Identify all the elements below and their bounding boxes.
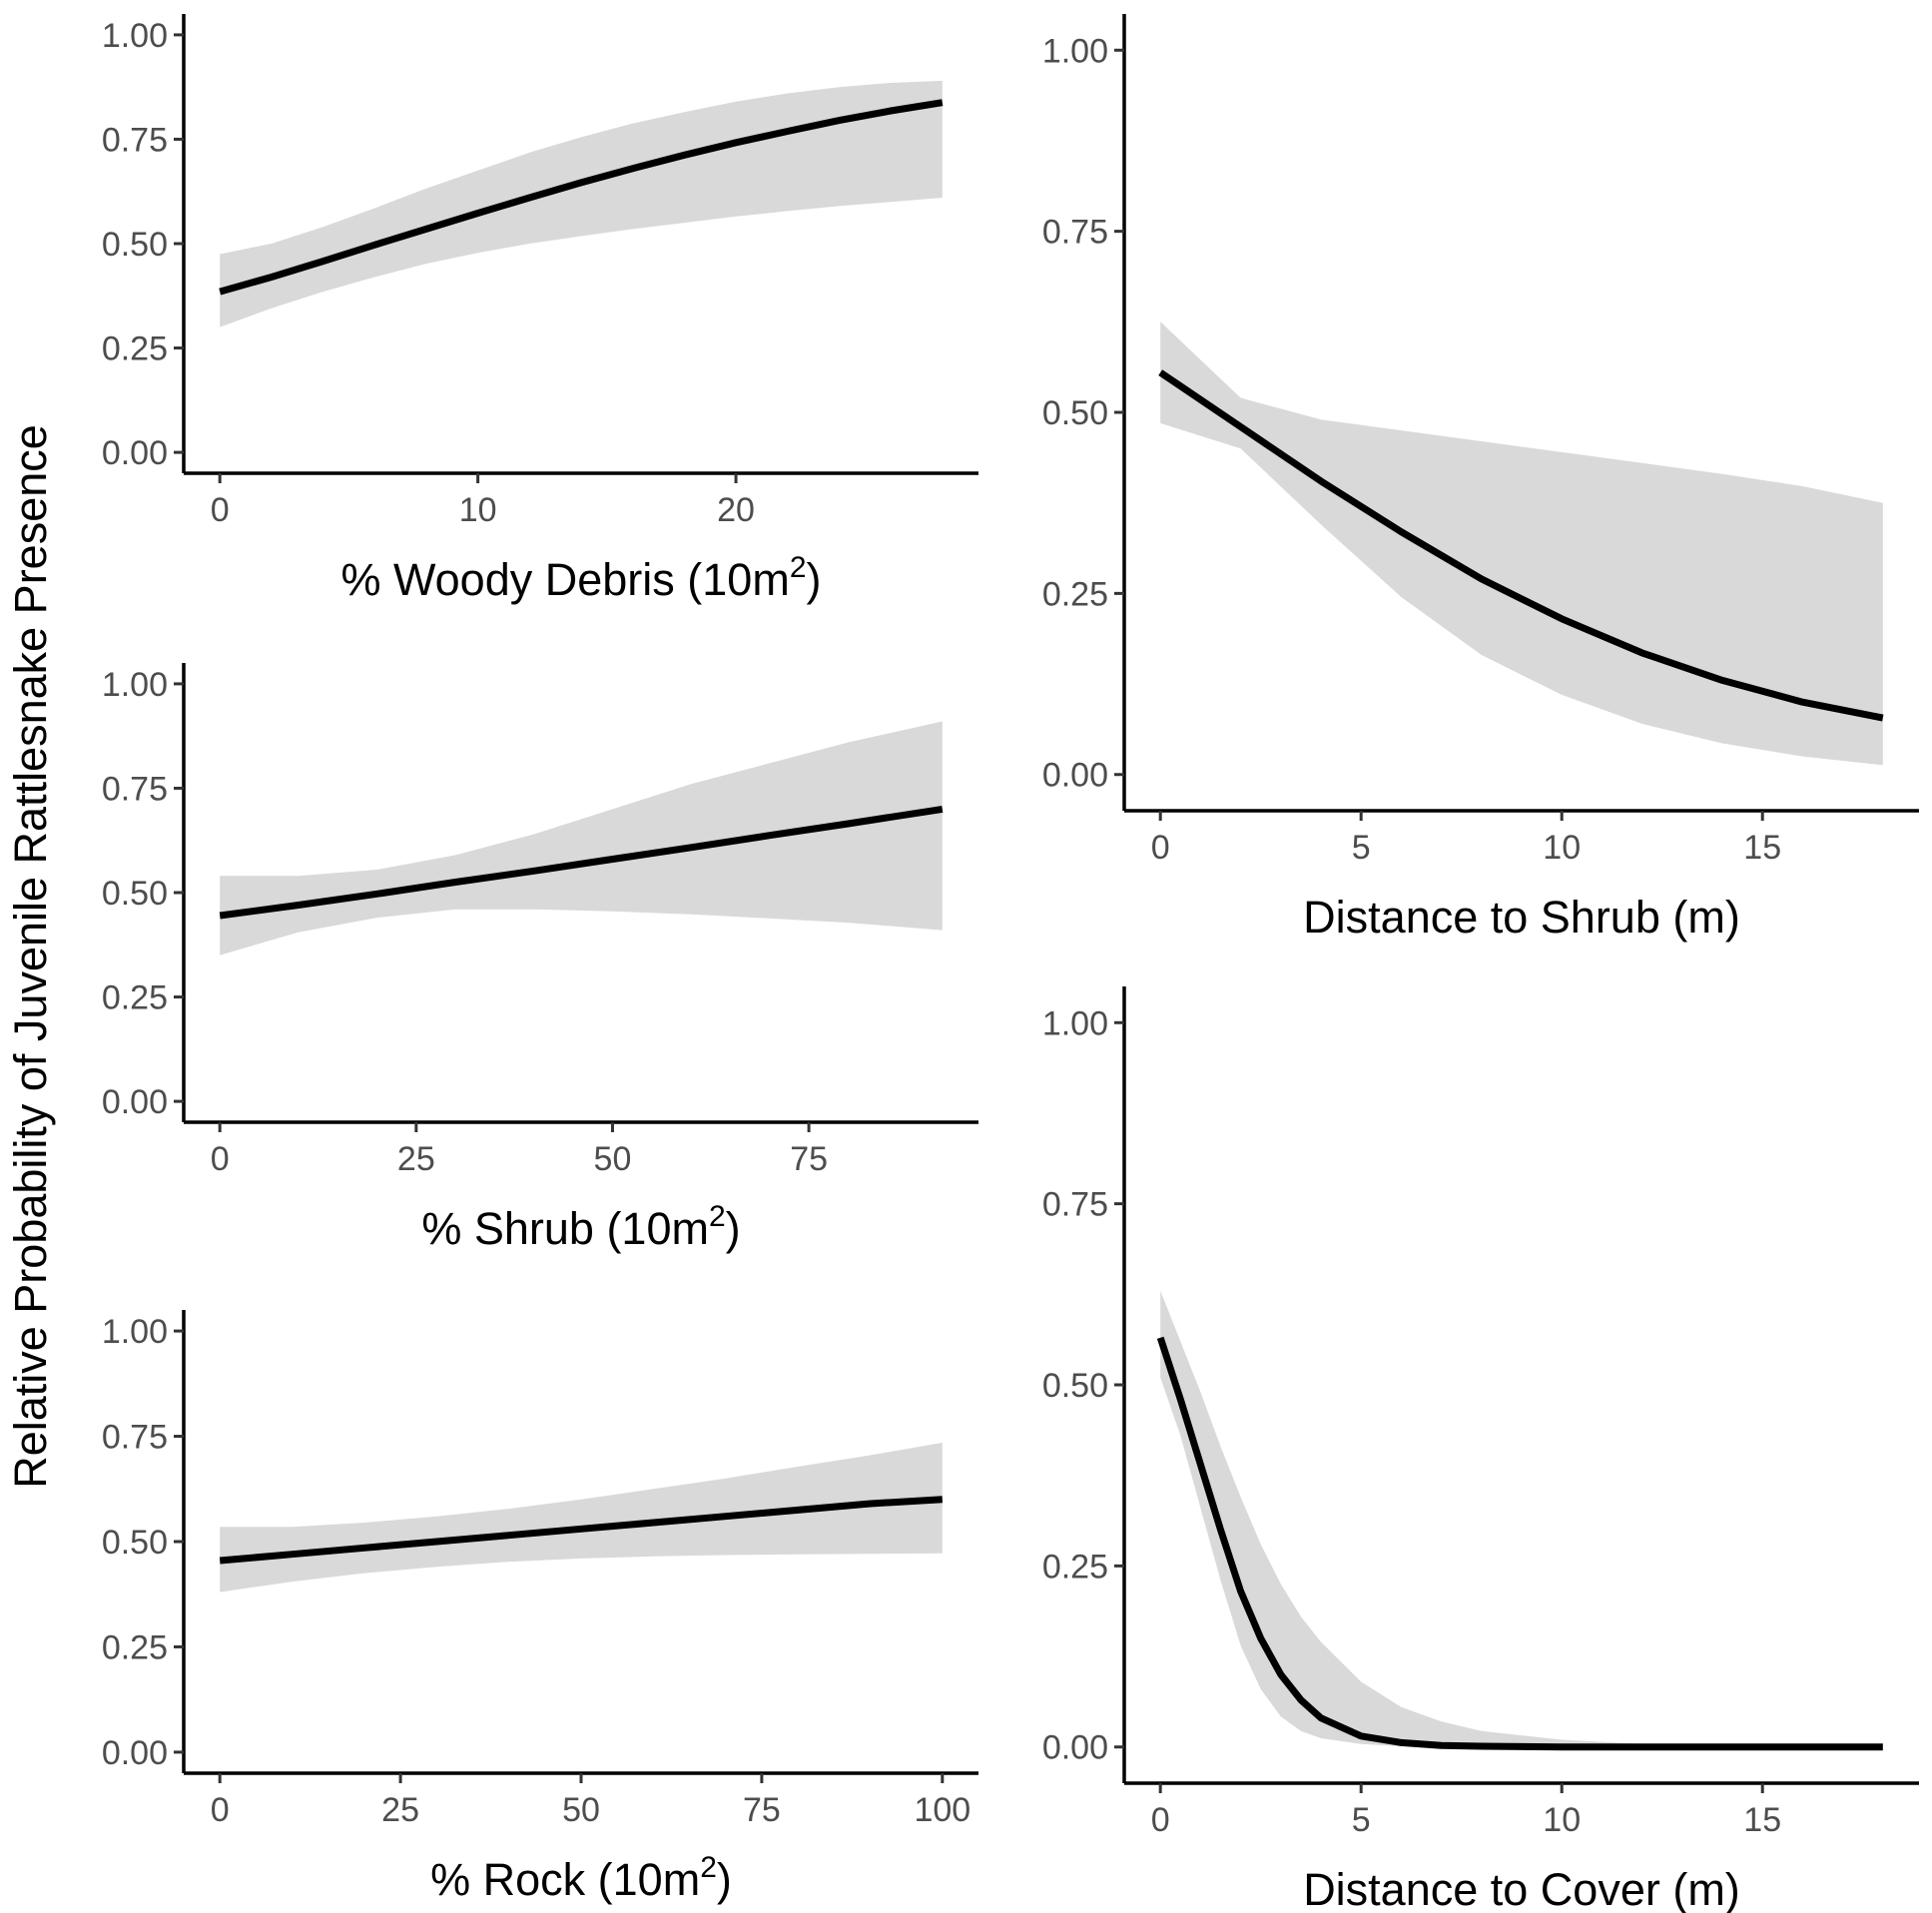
y-tick-label: 1.00 bbox=[102, 17, 168, 55]
x-tick-label: 10 bbox=[1543, 829, 1581, 867]
y-tick-label: 0.00 bbox=[102, 1734, 168, 1772]
panel-woody-debris: 0.00 0.25 0.50 0.75 1.00 0 10 20 % Woody Debris … bbox=[102, 14, 978, 605]
shared-y-axis-title: Relative Probability of Juvenile Rattles… bbox=[5, 424, 56, 1489]
y-tick-label: 0.50 bbox=[102, 1524, 168, 1562]
fitted-line bbox=[219, 99, 944, 296]
x-axis-title: % Woody Debris (10m2) bbox=[340, 551, 821, 605]
x-tick-label: 75 bbox=[743, 1791, 781, 1829]
y-tick-label: 1.00 bbox=[1042, 32, 1108, 70]
x-tick-label: 25 bbox=[397, 1140, 435, 1178]
confidence-band bbox=[1160, 1290, 1883, 1747]
x-tick-label: 0 bbox=[211, 1791, 230, 1829]
x-tick-label: 0 bbox=[211, 491, 230, 529]
x-axis-title-superscript: 2 bbox=[790, 551, 807, 584]
x-tick-label: 20 bbox=[717, 491, 755, 529]
x-tick-label: 0 bbox=[1151, 1801, 1170, 1839]
y-tick-label: 0.25 bbox=[1042, 575, 1108, 613]
x-axis-title-main: % Woody Debris (10m bbox=[340, 554, 789, 605]
x-axis-title-end: ) bbox=[726, 1203, 741, 1254]
panel-rock-cover: 0.00 0.25 0.50 0.75 1.00 0 25 50 75 100 % Rock (10… bbox=[102, 1310, 978, 1905]
y-tick-label: 1.00 bbox=[1042, 1004, 1108, 1042]
y-tick-label: 0.25 bbox=[1042, 1548, 1108, 1586]
y-tick-label: 0.00 bbox=[102, 1083, 168, 1121]
fitted-line bbox=[219, 805, 944, 920]
y-tick-label: 1.00 bbox=[102, 666, 168, 704]
y-tick-label: 0.00 bbox=[1042, 1729, 1108, 1767]
y-tick-label: 0.25 bbox=[102, 979, 168, 1017]
confidence-band bbox=[220, 1442, 943, 1593]
x-tick-label: 10 bbox=[459, 491, 497, 529]
x-tick-label: 100 bbox=[914, 1791, 970, 1829]
x-tick-label: 75 bbox=[790, 1140, 828, 1178]
y-tick-label: 0.50 bbox=[102, 875, 168, 913]
x-tick-label: 15 bbox=[1743, 1801, 1781, 1839]
x-axis-title: % Rock (10m2) bbox=[430, 1851, 732, 1905]
x-axis-title-end: ) bbox=[717, 1854, 732, 1905]
y-tick-label: 0.25 bbox=[102, 1628, 168, 1666]
y-tick-label: 0.50 bbox=[1042, 1367, 1108, 1405]
x-tick-label: 15 bbox=[1743, 829, 1781, 867]
x-axis-title: Distance to Shrub (m) bbox=[1303, 892, 1740, 943]
y-tick-label: 1.00 bbox=[102, 1313, 168, 1351]
x-axis-title-main: Distance to Cover (m) bbox=[1303, 1864, 1740, 1913]
x-axis-title-main: Distance to Shrub (m) bbox=[1303, 892, 1740, 943]
x-tick-label: 50 bbox=[562, 1791, 600, 1829]
confidence-band bbox=[220, 721, 943, 956]
confidence-band bbox=[1160, 321, 1883, 766]
x-tick-label: 10 bbox=[1543, 1801, 1581, 1839]
x-tick-label: 25 bbox=[381, 1791, 419, 1829]
x-tick-label: 0 bbox=[1151, 829, 1170, 867]
x-tick-label: 5 bbox=[1352, 829, 1371, 867]
x-axis-title-main: % Rock (10m bbox=[430, 1854, 700, 1905]
y-tick-label: 0.75 bbox=[1042, 1186, 1108, 1224]
x-axis-title: % Shrub (10m2) bbox=[421, 1200, 740, 1254]
y-tick-label: 0.75 bbox=[102, 1419, 168, 1457]
y-tick-label: 0.75 bbox=[1042, 214, 1108, 252]
confidence-band bbox=[220, 80, 943, 327]
y-tick-label: 0.50 bbox=[1042, 394, 1108, 432]
fitted-line bbox=[1158, 369, 1884, 722]
y-tick-label: 0.00 bbox=[102, 434, 168, 472]
x-tick-label: 0 bbox=[211, 1140, 230, 1178]
y-tick-label: 0.25 bbox=[102, 330, 168, 368]
x-tick-label: 5 bbox=[1352, 1801, 1371, 1839]
y-tick-label: 0.00 bbox=[1042, 757, 1108, 795]
x-tick-label: 50 bbox=[594, 1140, 632, 1178]
fitted-line bbox=[219, 1496, 944, 1565]
x-axis-title-superscript: 2 bbox=[709, 1200, 726, 1233]
y-tick-label: 0.50 bbox=[102, 226, 168, 264]
panel-shrub-cover: 0.00 0.25 0.50 0.75 1.00 0 25 50 75 % Shrub (10m2… bbox=[102, 663, 978, 1254]
x-axis-title-superscript: 2 bbox=[700, 1851, 717, 1884]
x-axis-title: Distance to Cover (m) bbox=[1303, 1864, 1740, 1913]
y-tick-label: 0.75 bbox=[102, 770, 168, 808]
x-axis-title-end: ) bbox=[807, 554, 822, 605]
fitted-line bbox=[1156, 1336, 1883, 1751]
x-axis-title-main: % Shrub (10m bbox=[421, 1203, 709, 1254]
y-tick-label: 0.75 bbox=[102, 121, 168, 159]
